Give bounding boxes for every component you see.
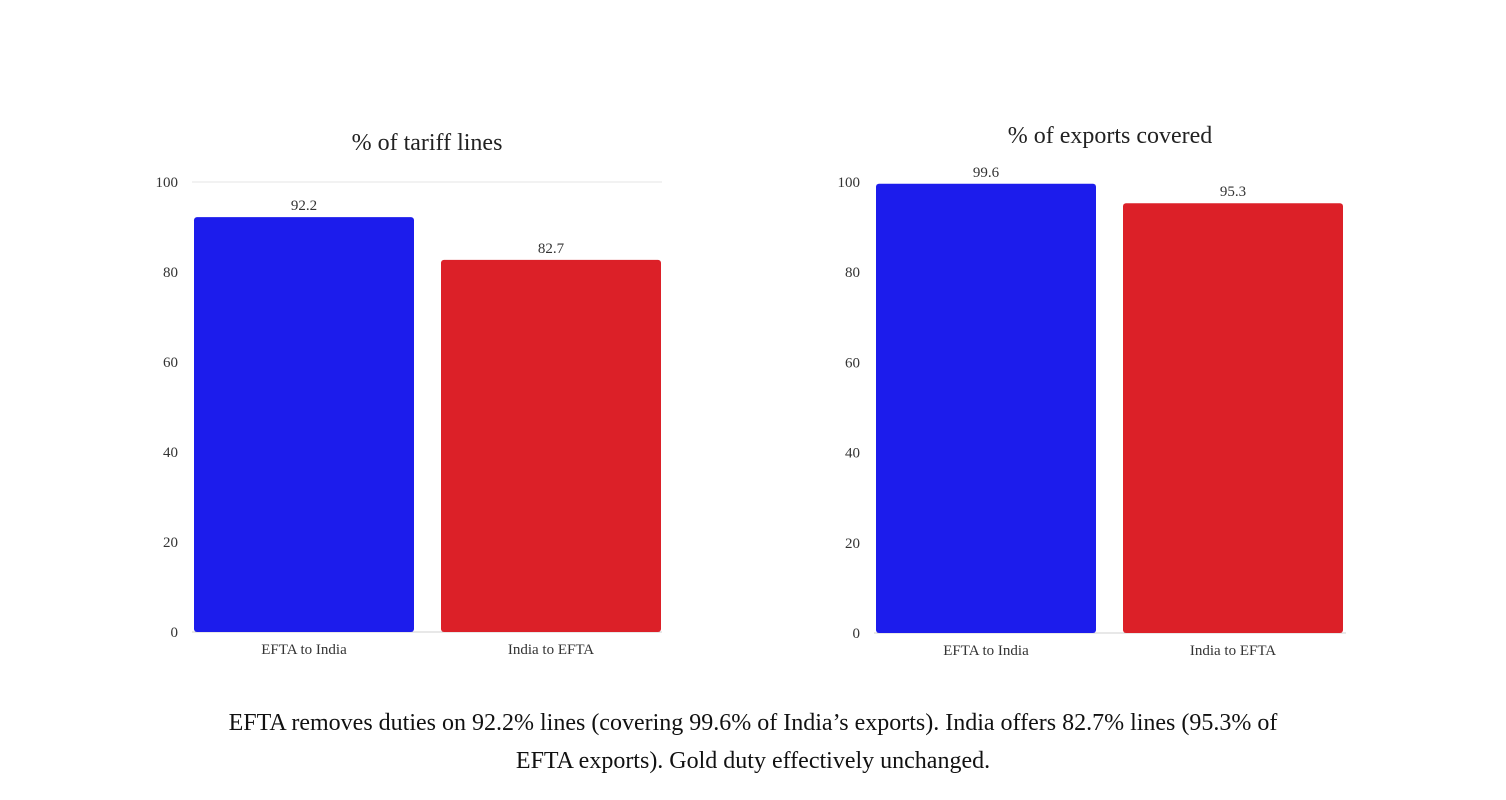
y-tick-label: 80 [845, 265, 860, 281]
y-tick-label: 0 [853, 626, 861, 642]
bar-data-label: 99.6 [973, 165, 1000, 181]
y-tick-label: 60 [163, 355, 178, 371]
bar-data-label: 95.3 [1220, 184, 1246, 200]
caption-line-1: EFTA removes duties on 92.2% lines (cove… [228, 710, 1278, 736]
y-tick-label: 20 [163, 535, 178, 551]
bar-efta-to-india [194, 217, 414, 632]
y-tick-label: 60 [845, 355, 860, 371]
exports-covered-chart: % of exports covered 0 20 40 60 80 100 99.6 EFTA… [810, 105, 1370, 670]
y-tick-label: 40 [163, 445, 178, 461]
exports-covered-chart-svg: % of exports covered 0 20 40 60 80 100 99.6 EFTA… [838, 123, 1346, 659]
y-tick-label: 80 [163, 265, 178, 281]
y-tick-label: 40 [845, 446, 860, 462]
tariff-lines-chart: % of tariff lines 0 20 40 60 80 100 92.2 EFTA to… [130, 110, 690, 670]
caption-line-2: EFTA exports). Gold duty effectively unc… [515, 748, 991, 774]
chart-title: % of exports covered [1008, 123, 1213, 149]
y-tick-label: 100 [156, 175, 179, 191]
chart-title: % of tariff lines [352, 130, 503, 156]
y-tick-label: 20 [845, 536, 860, 552]
x-category-label: India to EFTA [1190, 643, 1276, 659]
bar-data-label: 92.2 [291, 198, 317, 214]
x-category-label: India to EFTA [508, 642, 594, 658]
chart-caption: EFTA removes duties on 92.2% lines (cove… [100, 704, 1406, 780]
bar-data-label: 82.7 [538, 241, 565, 257]
bar-efta-to-india [876, 183, 1096, 633]
tariff-lines-chart-svg: % of tariff lines 0 20 40 60 80 100 92.2 EFTA to… [156, 130, 662, 658]
x-category-label: EFTA to India [943, 643, 1029, 659]
bar-india-to-efta [1123, 203, 1343, 633]
y-tick-label: 0 [171, 625, 179, 641]
x-category-label: EFTA to India [261, 642, 347, 658]
y-tick-label: 100 [838, 175, 861, 191]
bar-india-to-efta [441, 259, 661, 632]
